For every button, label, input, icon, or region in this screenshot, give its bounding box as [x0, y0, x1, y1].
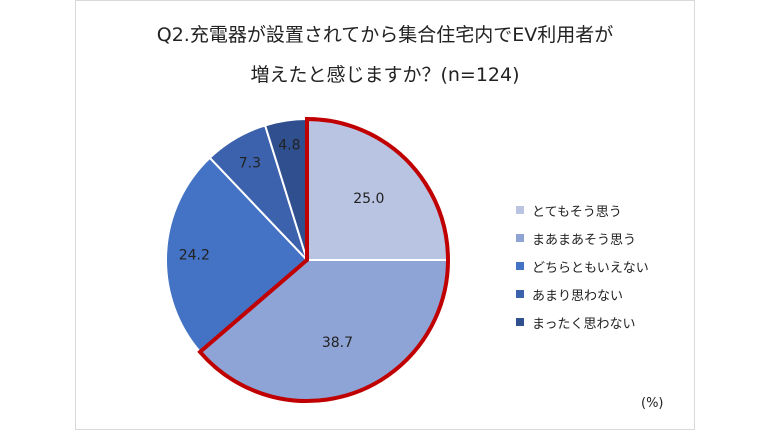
- legend-item: とてもそう思う: [516, 196, 649, 224]
- legend-item: まったく思わない: [516, 308, 649, 336]
- legend-item: どちらともいえない: [516, 252, 649, 280]
- legend-item: まあまあそう思う: [516, 224, 649, 252]
- legend-item: あまり思わない: [516, 280, 649, 308]
- legend-swatch: [516, 206, 524, 214]
- legend-label: まあまあそう思う: [532, 232, 637, 248]
- chart-title-line2: 増えたと感じますか？(n=124): [250, 64, 520, 86]
- data-label: 24.2: [179, 247, 210, 263]
- unit-label: (%): [641, 396, 664, 411]
- legend-swatch: [516, 290, 524, 298]
- highlight-outline: [197, 116, 450, 403]
- legend-label: あまり思わない: [532, 288, 624, 304]
- data-label: 4.8: [278, 137, 300, 153]
- pie-slice: [165, 156, 309, 354]
- chart-frame: [75, 0, 695, 430]
- data-label: 25.0: [353, 191, 384, 207]
- data-label: 7.3: [239, 156, 261, 172]
- legend: とてもそう思う まあまあそう思う どちらともいえない あまり思わない まったく思…: [516, 196, 649, 336]
- legend-swatch: [516, 262, 524, 270]
- legend-label: どちらともいえない: [532, 260, 649, 276]
- legend-swatch: [516, 318, 524, 326]
- legend-swatch: [516, 234, 524, 242]
- legend-label: まったく思わない: [532, 316, 636, 332]
- chart-title-line1: Q2.充電器が設置されてから集合住宅内でEV利用者が: [156, 24, 614, 46]
- legend-label: とてもそう思う: [532, 204, 622, 220]
- data-label: 38.7: [322, 335, 353, 351]
